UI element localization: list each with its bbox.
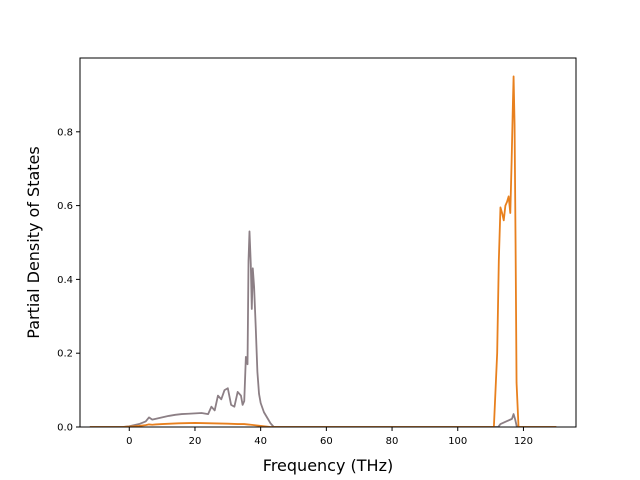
plot-background — [80, 58, 576, 427]
y-tick-label: 0.6 — [57, 201, 73, 212]
x-tick-label: 0 — [126, 436, 132, 447]
y-tick-label: 0.2 — [57, 349, 73, 360]
x-tick-label: 80 — [386, 436, 399, 447]
x-axis-label: Frequency (THz) — [263, 456, 393, 475]
plot-area — [80, 58, 576, 427]
y-tick-label: 0.4 — [57, 275, 73, 286]
x-tick-label: 100 — [448, 436, 467, 447]
series-line-2 — [89, 75, 557, 427]
y-axis-ticks: 0.0 0.2 0.4 0.6 0.8 — [57, 127, 80, 434]
x-axis-ticks: 0 20 40 60 80 100 120 — [126, 427, 533, 447]
x-tick-label: 40 — [254, 436, 267, 447]
y-tick-label: 0.0 — [57, 423, 73, 434]
series-line-1 — [89, 230, 557, 427]
series-layer — [89, 75, 557, 427]
x-tick-label: 120 — [514, 436, 533, 447]
x-tick-label: 60 — [320, 436, 333, 447]
x-tick-label: 20 — [189, 436, 202, 447]
plot-frame — [79, 57, 577, 428]
y-tick-label: 0.8 — [57, 127, 73, 138]
y-axis-label: Partial Density of States — [24, 146, 43, 338]
